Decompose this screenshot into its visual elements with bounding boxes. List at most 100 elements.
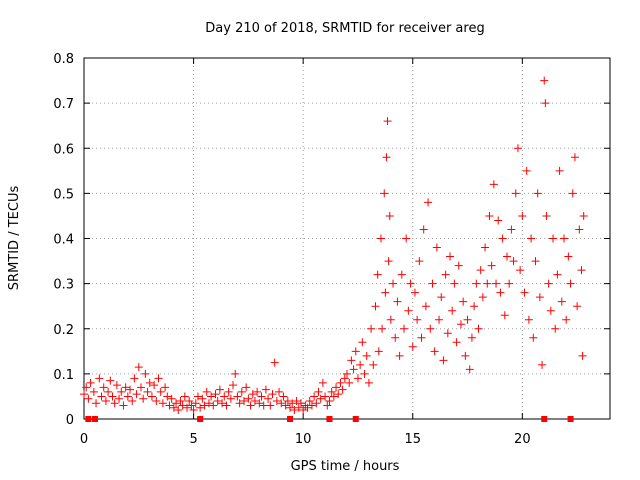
data-point [294, 403, 303, 412]
data-point [551, 324, 560, 333]
data-point [80, 390, 88, 399]
data-point [356, 360, 365, 369]
data-point [310, 392, 319, 401]
data-point [448, 306, 457, 315]
data-point [428, 279, 437, 288]
data-point [270, 358, 279, 367]
data-point [198, 394, 207, 403]
data-point [496, 288, 505, 297]
data-point [553, 270, 562, 279]
data-point [500, 311, 509, 320]
data-point [367, 324, 376, 333]
data-point [483, 279, 492, 288]
data-point [371, 302, 380, 311]
data-point [288, 399, 297, 408]
data-point [389, 279, 398, 288]
data-point [202, 387, 211, 396]
data-point [299, 405, 308, 414]
data-point [376, 234, 385, 243]
data-point [383, 117, 392, 126]
data-point [435, 315, 444, 324]
data-point [207, 392, 216, 401]
data-point [577, 266, 586, 275]
data-point [541, 99, 550, 108]
data-point [187, 401, 196, 410]
data-point [152, 396, 161, 405]
data-point [312, 399, 321, 408]
data-point [321, 392, 330, 401]
data-point [555, 166, 564, 175]
data-point [329, 392, 338, 401]
data-point [193, 392, 202, 401]
data-points [80, 76, 588, 422]
data-point [402, 234, 411, 243]
data-point [384, 257, 393, 266]
data-point [467, 333, 476, 342]
data-point [246, 401, 255, 410]
data-point [224, 387, 233, 396]
data-point [522, 166, 531, 175]
data-point [290, 405, 299, 414]
data-point [292, 396, 301, 405]
data-point [498, 234, 507, 243]
data-point [104, 387, 113, 396]
x-tick-label: 15 [404, 432, 421, 447]
data-point [516, 266, 525, 275]
data-point [242, 383, 251, 392]
data-point [327, 387, 336, 396]
data-point [481, 243, 490, 252]
data-point [374, 347, 383, 356]
data-point [318, 378, 327, 387]
data-point [566, 279, 575, 288]
data-point [578, 351, 587, 360]
data-point [325, 396, 334, 405]
data-point [382, 153, 391, 162]
data-point [130, 374, 139, 383]
y-tick-label: 0.5 [53, 187, 74, 202]
y-tick-label: 0.3 [53, 278, 74, 293]
data-point [323, 401, 332, 410]
data-point [570, 153, 579, 162]
data-point [226, 394, 235, 403]
data-point [174, 405, 183, 414]
data-point [487, 261, 496, 270]
data-point [244, 394, 253, 403]
data-point [136, 383, 145, 392]
data-point [275, 387, 284, 396]
data-point [386, 315, 395, 324]
data-point [494, 216, 503, 225]
data-point [97, 392, 106, 401]
data-point [268, 390, 277, 399]
data-point [446, 252, 455, 261]
data-point [233, 392, 242, 401]
data-point [531, 257, 540, 266]
data-point [132, 390, 141, 399]
data-point [472, 279, 481, 288]
data-point [474, 324, 483, 333]
gap-marker [85, 416, 92, 422]
data-point [165, 401, 174, 410]
data-point [463, 315, 472, 324]
data-point [161, 383, 170, 392]
data-point [369, 360, 378, 369]
data-point [573, 302, 582, 311]
data-point [231, 369, 240, 378]
data-point [235, 399, 244, 408]
data-point [544, 279, 553, 288]
data-point [213, 396, 222, 405]
data-point [95, 374, 104, 383]
y-tick-label: 0.8 [53, 52, 74, 67]
gap-marker [567, 416, 574, 422]
data-point [430, 347, 439, 356]
data-point [452, 338, 461, 347]
data-point [385, 211, 394, 220]
gap-marker [197, 416, 204, 422]
data-point [437, 293, 446, 302]
data-point [82, 383, 91, 392]
data-point [345, 378, 354, 387]
data-point [465, 365, 474, 374]
data-point [340, 374, 349, 383]
data-point [204, 399, 213, 408]
data-point [518, 211, 527, 220]
